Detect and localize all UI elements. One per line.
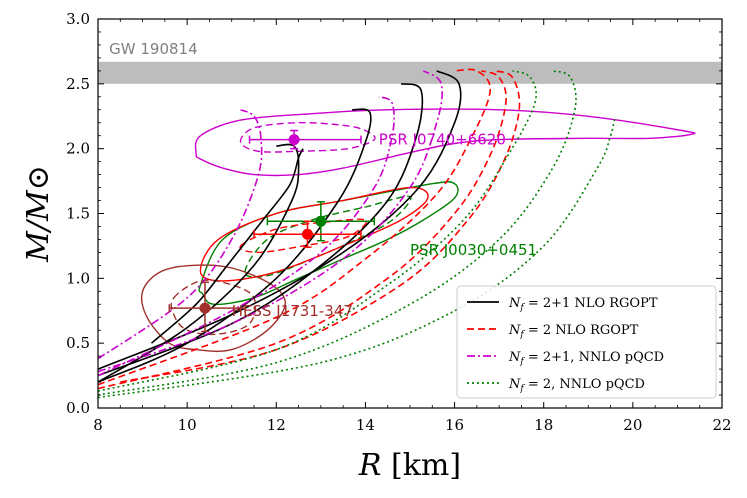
y-tick-label: 0.5 [66, 334, 90, 352]
observation-point-0: PSR J0740+6620 [248, 129, 506, 150]
y-axis-title: M/M⊙ [21, 165, 56, 263]
series-nf2_rgopt_c [120, 70, 521, 383]
contour-psr_j0740_inner [239, 121, 376, 153]
series-nf21_rgopt_d [97, 70, 462, 370]
legend-label: Nf = 2+1 NLO RGOPT [508, 296, 658, 313]
tick-layer: 8 10 12 14 16 18 20 22 0.0 0.5 1.0 1.5 2.0 2.5 3.0 [66, 10, 731, 434]
legend: Nf = 2+1 NLO RGOPT Nf = 2 NLO RGOPT Nf = 2… [456, 285, 717, 399]
legend-box [456, 285, 717, 399]
x-tick-label: 10 [178, 416, 197, 434]
observation-points-layer: PSR J0740+6620 PSR J0030+0451 HESS J1731-3… [168, 129, 537, 333]
series-nf2_rgopt_b [97, 70, 507, 390]
series-nf21_rgopt_c [97, 83, 424, 377]
observation-point-1: PSR J0030+0451 [266, 201, 537, 259]
legend-entry-1: Nf = 2 NLO RGOPT [467, 323, 639, 340]
point-marker [288, 134, 300, 146]
x-tick-label: 22 [712, 416, 731, 434]
series-layer [97, 68, 616, 399]
y-tick-label: 0.0 [66, 399, 90, 417]
series-nf2_pqcd_a [97, 70, 537, 392]
gw-band-layer [98, 61, 722, 84]
x-tick-label: 12 [267, 416, 286, 434]
series-nf21_pqcd_a [97, 109, 263, 360]
x-tick-label: 14 [356, 416, 375, 434]
x-tick-label: 16 [445, 416, 464, 434]
series-nf21_pqcd_b [97, 96, 395, 377]
legend-entry-3: Nf = 2, NNLO pQCD [467, 377, 645, 394]
point-marker [199, 302, 211, 314]
observation-point-2 [253, 220, 362, 248]
x-tick-label: 18 [534, 416, 553, 434]
point-marker [301, 228, 313, 240]
contour-psr_j0030_inner [244, 195, 412, 278]
gw-band-label: GW 190814 [109, 40, 197, 58]
point-label: HESS J1731-347 [232, 302, 353, 320]
point-marker [315, 215, 327, 227]
point-label: PSR J0030+0451 [410, 241, 537, 259]
series-nf2_rgopt_a [97, 68, 492, 386]
observation-point-3: HESS J1731-347 [168, 281, 353, 333]
legend-entry-2: Nf = 2+1, NNLO pQCD [467, 350, 664, 367]
y-tick-label: 3.0 [66, 10, 90, 28]
legend-label: Nf = 2 NLO RGOPT [508, 323, 639, 340]
x-tick-label: 8 [93, 416, 103, 434]
legend-entry-0: Nf = 2+1 NLO RGOPT [467, 296, 658, 313]
y-tick-label: 2.0 [66, 140, 90, 158]
contour-layer [140, 108, 696, 353]
x-tick-label: 20 [623, 416, 642, 434]
y-tick-label: 1.0 [66, 269, 90, 287]
contour-psr_j0437_outer [199, 186, 429, 282]
x-axis-title: R [km] [358, 448, 461, 483]
series-nf21_rgopt_e [150, 148, 304, 344]
contour-psr_j0437_inner [239, 218, 368, 254]
series-nf21_pqcd_c [97, 70, 443, 373]
legend-label: Nf = 2, NNLO pQCD [508, 377, 645, 394]
point-label: PSR J0740+6620 [379, 131, 506, 149]
y-tick-label: 1.5 [66, 205, 90, 223]
gw-band [98, 61, 722, 84]
legend-label: Nf = 2+1, NNLO pQCD [508, 350, 664, 367]
contour-psr_j0740_outer [194, 108, 696, 177]
y-tick-label: 2.5 [66, 75, 90, 93]
